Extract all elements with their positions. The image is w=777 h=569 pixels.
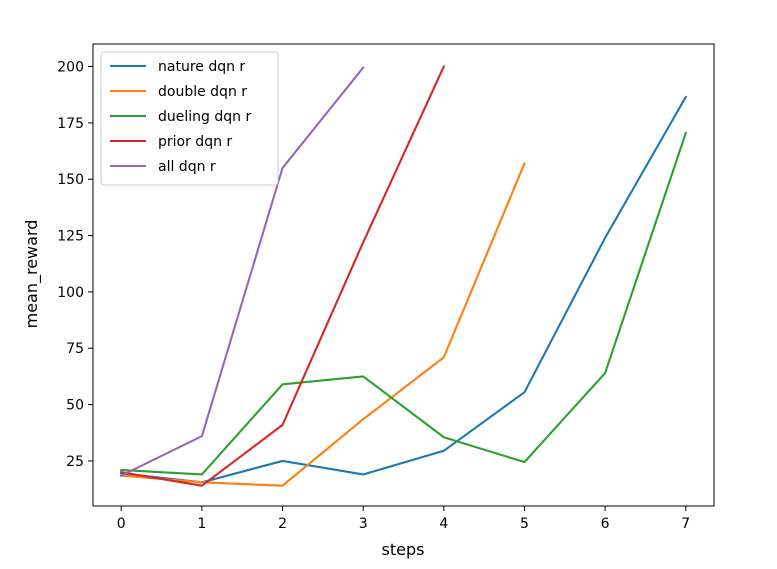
- plot-area: 0 1 2 3 4 5 6 7 25 50 75 100 125 150 175 200 nature dqn …: [57, 43, 715, 532]
- x-tick-label: 3: [359, 516, 368, 532]
- x-tick-label: 5: [520, 516, 529, 532]
- series-line-all-dqn-r: [119, 66, 365, 477]
- y-tick-label: 75: [66, 341, 84, 357]
- x-tick-label: 4: [439, 516, 448, 532]
- y-tick-label: 175: [57, 116, 84, 132]
- series-line-nature-dqn-r: [120, 95, 688, 484]
- series-line-double-dqn-r: [120, 162, 526, 487]
- series-line-dueling-dqn-r: [120, 131, 688, 476]
- x-axis-label: steps: [382, 540, 425, 559]
- y-tick-label: 50: [66, 398, 84, 414]
- y-tick-label: 150: [57, 172, 84, 188]
- legend-label: double dqn r: [158, 84, 247, 100]
- legend-label: prior dqn r: [158, 134, 232, 150]
- x-tick-label: 1: [197, 516, 206, 532]
- legend-label: nature dqn r: [158, 59, 245, 75]
- y-axis-label: mean_reward: [22, 220, 42, 329]
- x-tick-label: 2: [278, 516, 287, 532]
- y-tick-label: 125: [57, 229, 84, 245]
- series-line-prior-dqn-r: [120, 65, 446, 487]
- legend-label: dueling dqn r: [158, 109, 251, 125]
- y-tick-label: 100: [57, 285, 84, 301]
- x-tick-label: 0: [117, 516, 126, 532]
- x-tick-label: 6: [601, 516, 610, 532]
- legend-label: all dqn r: [158, 159, 216, 175]
- legend-box: [100, 51, 279, 186]
- y-tick-label: 25: [66, 454, 84, 470]
- x-tick-label: 7: [681, 516, 690, 532]
- axes-frame: [92, 43, 715, 507]
- y-tick-label: 200: [57, 60, 84, 76]
